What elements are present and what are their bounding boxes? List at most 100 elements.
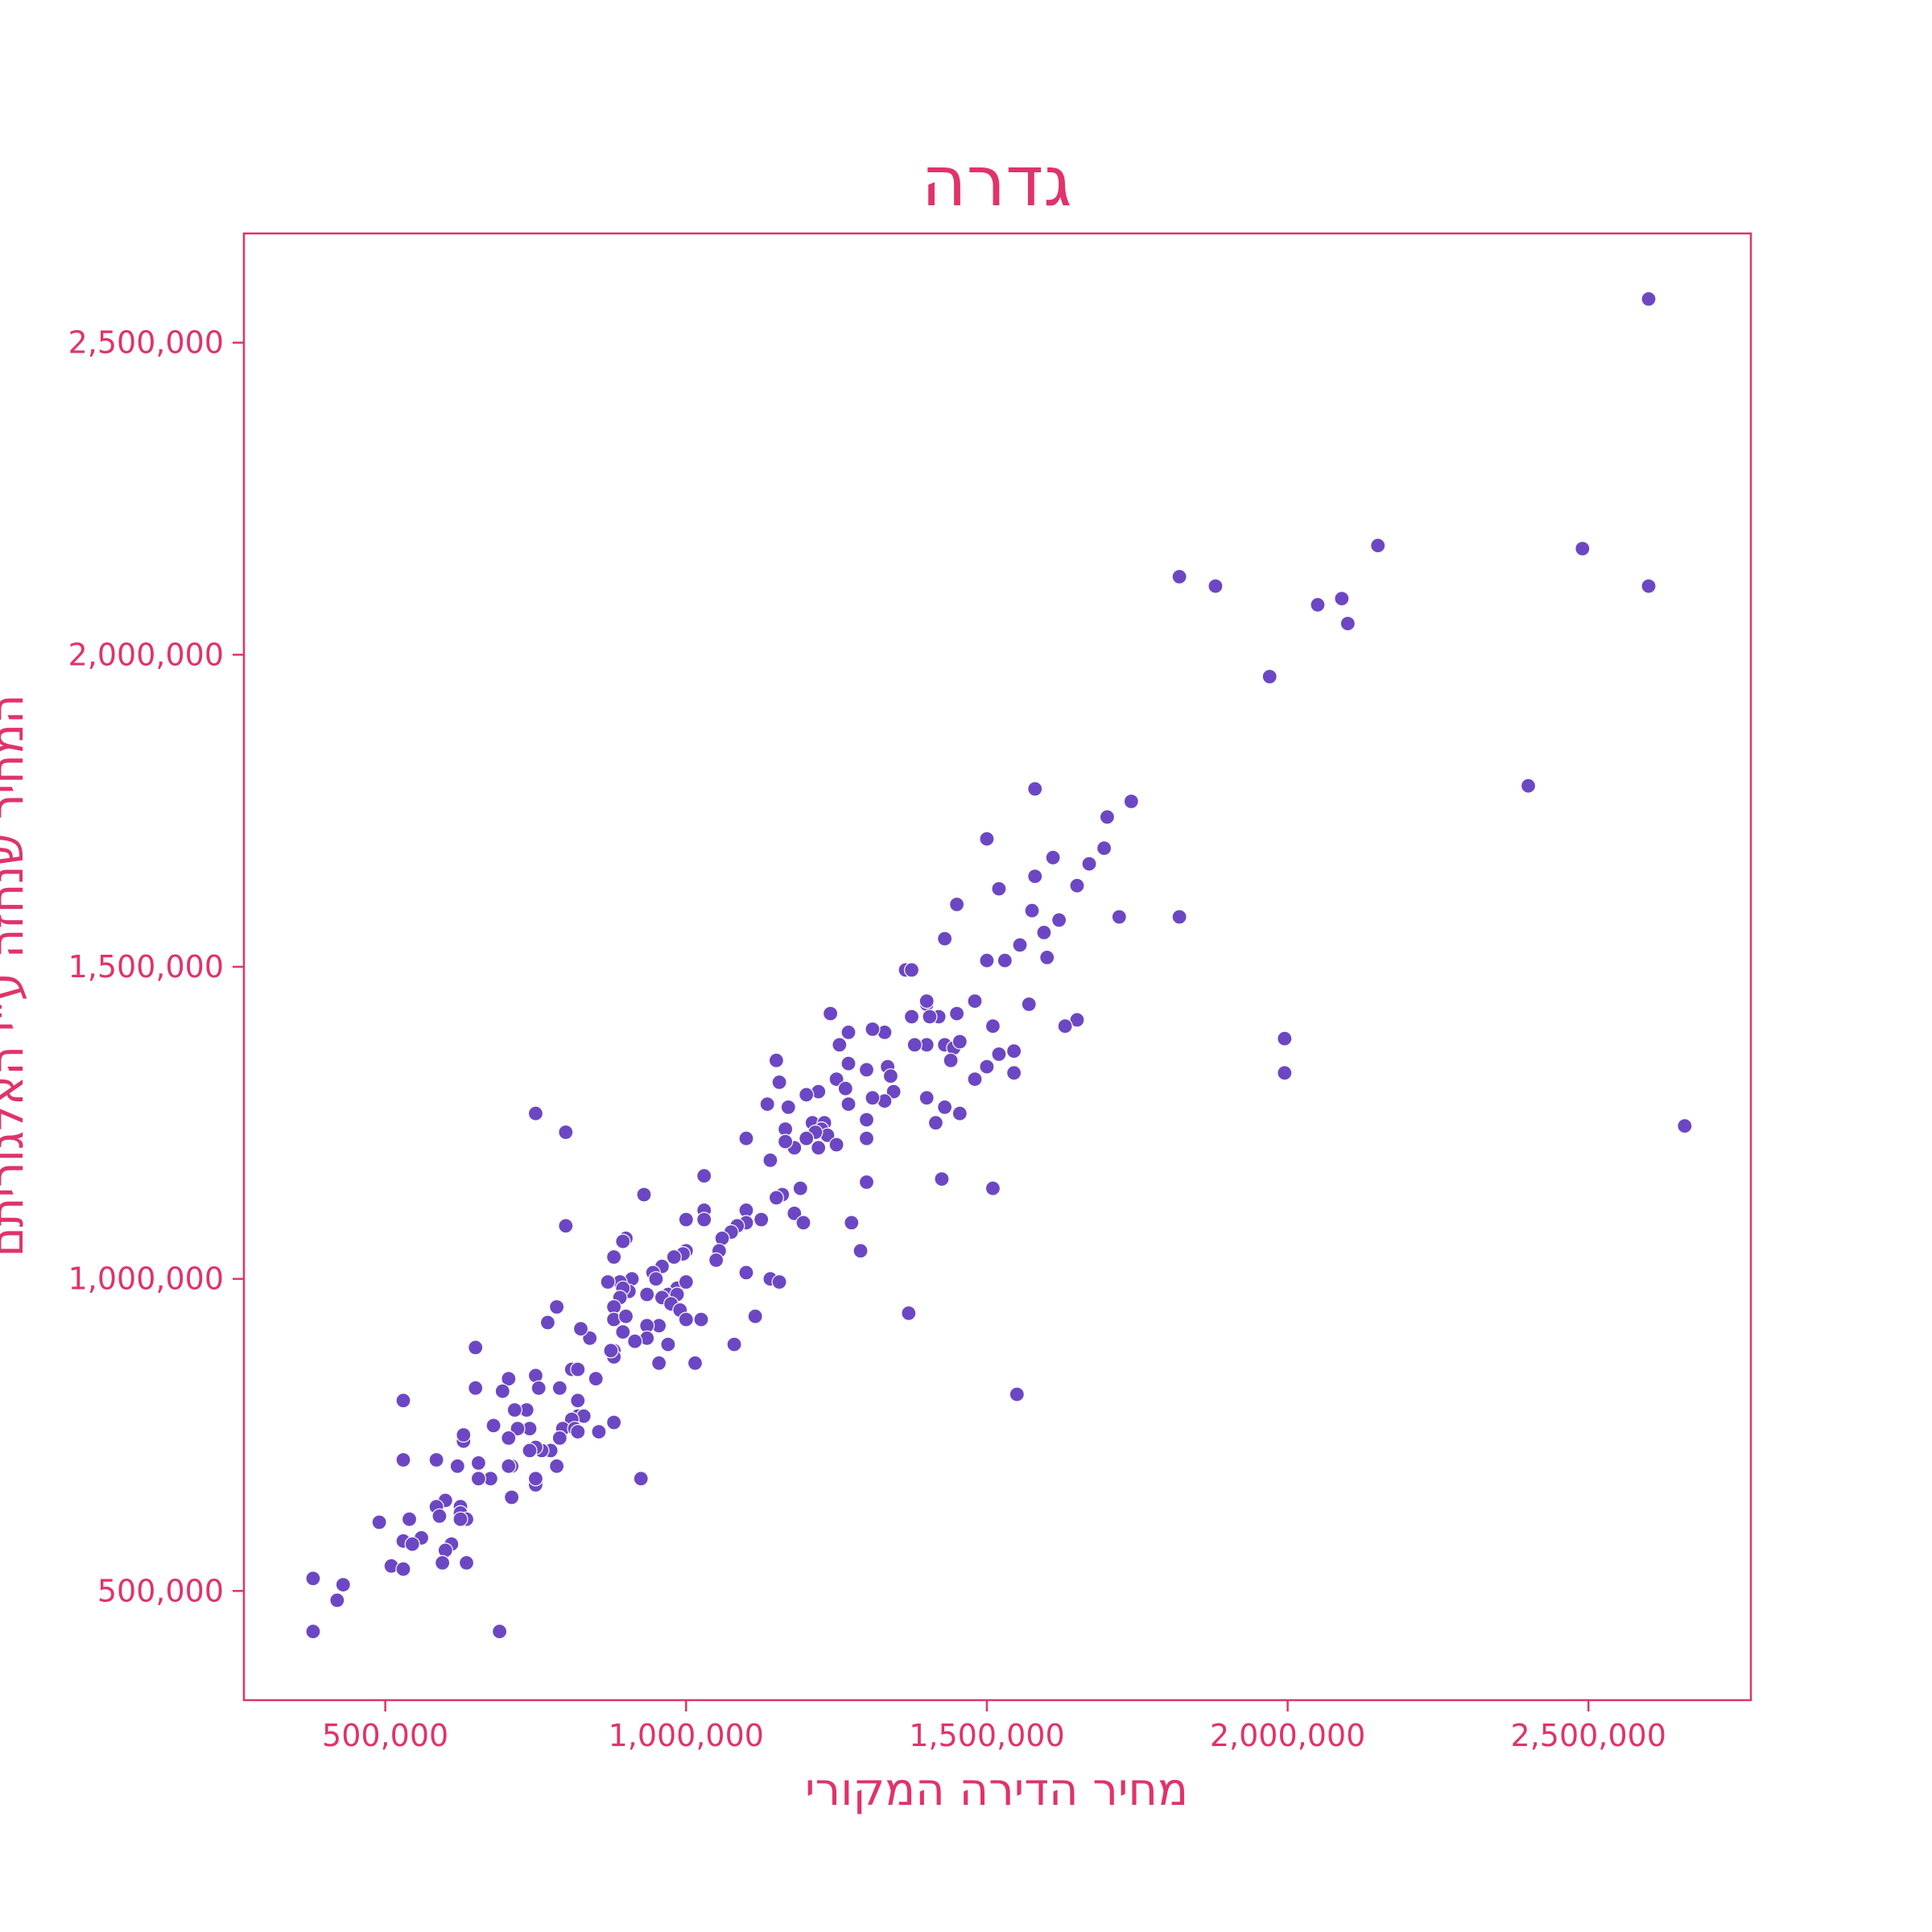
scatter-point [558,1124,574,1141]
scatter-point [1208,578,1224,594]
scatter-point [1277,1030,1293,1046]
y-tick-label: 1,000,000 [68,1261,224,1297]
scatter-point [991,1046,1007,1063]
scatter-point [919,993,935,1009]
scatter-point [858,1112,875,1128]
scatter-point [650,1355,667,1371]
scatter-point [903,1009,920,1025]
scatter-point [967,1071,983,1088]
scatter-point [1027,868,1043,885]
scatter-point [693,1311,709,1327]
scatter-point [470,1471,487,1487]
scatter-point [572,1321,589,1337]
scatter-point [615,1233,631,1249]
scatter-point [468,1380,484,1396]
scatter-point [1069,877,1085,894]
scatter-point [1677,1118,1693,1134]
scatter-point [485,1418,502,1434]
x-tick-label: 1,000,000 [609,1718,764,1753]
scatter-point [395,1451,411,1468]
x-tick-label: 2,500,000 [1511,1718,1666,1753]
scatter-point [799,1087,815,1103]
scatter-point [1261,668,1278,685]
scatter-point [811,1140,827,1156]
scatter-point [636,1187,652,1203]
scatter-point [603,1343,619,1359]
scatter-point [708,1252,724,1269]
scatter-point [468,1340,484,1356]
scatter-point [1051,912,1067,928]
y-axis-label: המחיר שנחזה ע"י האלגוריתם [0,694,34,1257]
scatter-point [858,1062,875,1078]
scatter-point [617,1308,634,1324]
scatter-point [395,1393,411,1409]
scatter-point [985,1018,1001,1034]
scatter-point [696,1168,712,1184]
scatter-point [551,1380,568,1396]
scatter-point [506,1402,522,1418]
scatter-point [832,1037,848,1053]
points-layer [305,291,1693,1640]
scatter-point [696,1212,712,1228]
scatter-point [431,1508,448,1524]
x-tick-label: 500,000 [322,1718,448,1753]
scatter-point [501,1458,517,1474]
scatter-point [503,1489,520,1505]
scatter-point [828,1137,844,1153]
scatter-point [1096,840,1113,857]
scatter-point [1277,1065,1293,1081]
scatter-point [548,1458,565,1474]
scatter-point [882,1068,899,1084]
scatter-point [1081,856,1097,872]
scatter-point [840,1055,857,1071]
scatter-point [470,1455,487,1472]
scatter-point [494,1383,510,1399]
scatter-point [570,1393,586,1409]
scatter-point [979,952,995,968]
scatter-point [786,1205,803,1221]
scatter-point [329,1592,345,1608]
scatter-point [605,1249,622,1265]
scatter-point [922,1009,938,1025]
scatter-point [1575,540,1591,557]
y-tick-label: 2,000,000 [68,637,224,672]
scatter-point [865,1090,881,1106]
scatter-point [648,1271,664,1287]
scatter-point [491,1624,508,1640]
scatter-point [510,1421,526,1437]
scatter-point [1005,1043,1022,1059]
scatter-point [1370,538,1386,554]
scatter-point [558,1218,574,1234]
scatter-point [858,1130,875,1146]
scatter-point [1009,1386,1025,1402]
scatter-point [1111,909,1127,925]
scatter-point [901,1305,917,1321]
scatter-point [588,1371,604,1387]
scatter-point [600,1274,616,1290]
scatter-point [522,1443,538,1459]
scatter-point [1641,291,1657,307]
scatter-point [335,1576,351,1593]
scatter-point [943,1052,959,1068]
scatter-point [371,1514,387,1530]
scatter-point [1123,793,1139,810]
scatter-point [948,1005,965,1022]
scatter-point [530,1380,547,1396]
y-tick-label: 1,500,000 [68,949,224,985]
scatter-point [837,1080,853,1096]
x-axis-ticks: 500,000 1,000,000 1,500,000 2,000,000 2,500,… [322,1700,1666,1753]
scatter-point [1171,909,1187,925]
scatter-point [501,1430,517,1447]
scatter-point [886,1084,902,1100]
scatter-point [456,1426,472,1443]
scatter-point [666,1249,682,1265]
scatter-point [927,1115,944,1131]
scatter-point [570,1423,586,1440]
scatter-point [952,1034,968,1050]
scatter-point [799,1130,815,1146]
scatter-point [428,1451,444,1468]
scatter-point [865,1021,881,1038]
scatter-point [840,1024,857,1041]
scatter-point [936,1099,953,1116]
scatter-point [395,1561,411,1577]
